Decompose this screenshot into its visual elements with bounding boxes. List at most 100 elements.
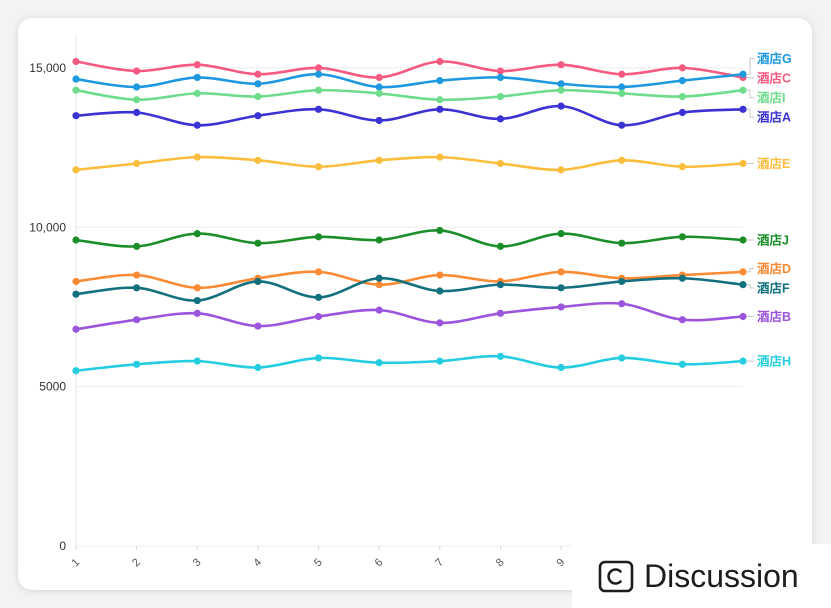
hotel-f-point[interactable] — [193, 296, 201, 305]
hotel-f-point[interactable] — [557, 284, 565, 292]
hotel-a-point[interactable] — [72, 112, 80, 120]
hotel-a-point[interactable] — [193, 121, 201, 129]
hotel-g-point[interactable] — [375, 83, 383, 91]
hotel-b-point[interactable] — [314, 312, 323, 321]
hotel-a-point[interactable] — [496, 115, 505, 123]
hotel-j-point[interactable] — [133, 242, 141, 250]
hotel-j-point[interactable] — [254, 239, 262, 247]
hotel-j-point[interactable] — [72, 236, 80, 244]
hotel-h-point[interactable] — [193, 357, 201, 365]
hotel-g-point[interactable] — [254, 80, 262, 88]
hotel-e-point[interactable] — [133, 159, 141, 168]
hotel-j-point[interactable] — [678, 233, 686, 241]
hotel-g-point[interactable] — [557, 80, 565, 88]
hotel-b-point[interactable] — [133, 316, 141, 324]
hotel-e-point[interactable] — [739, 159, 747, 168]
hotel-j-point[interactable] — [375, 236, 383, 244]
hotel-c-point[interactable] — [557, 61, 565, 69]
hotel-e-point[interactable] — [618, 156, 626, 164]
hotel-h-point[interactable] — [314, 354, 323, 362]
hotel-e-point[interactable] — [375, 156, 383, 164]
hotel-d-point[interactable] — [72, 277, 80, 286]
hotel-c-point[interactable] — [193, 61, 201, 69]
hotel-a-point[interactable] — [133, 108, 141, 117]
hotel-b-point[interactable] — [496, 309, 505, 317]
hotel-f-point[interactable] — [133, 284, 141, 292]
hotel-g-point[interactable] — [618, 83, 626, 91]
hotel-d-point[interactable] — [739, 268, 747, 276]
hotel-g-point[interactable] — [193, 73, 201, 82]
hotel-i-point[interactable] — [193, 89, 201, 97]
hotel-f-point[interactable] — [72, 290, 80, 298]
hotel-i-point[interactable] — [557, 86, 565, 94]
hotel-a-point[interactable] — [375, 116, 383, 125]
hotel-e-point[interactable] — [314, 163, 323, 171]
hotel-f-point[interactable] — [436, 287, 444, 295]
hotel-j-point[interactable] — [436, 226, 444, 235]
hotel-g-point[interactable] — [436, 77, 444, 85]
hotel-j-point[interactable] — [739, 236, 747, 244]
hotel-b-point[interactable] — [618, 300, 626, 308]
hotel-c-point[interactable] — [618, 70, 626, 78]
hotel-g-point[interactable] — [133, 83, 141, 91]
hotel-b-point[interactable] — [678, 316, 686, 324]
hotel-i-point[interactable] — [314, 86, 323, 94]
hotel-i-point[interactable] — [133, 96, 141, 104]
hotel-d-point[interactable] — [436, 271, 444, 279]
hotel-e-point[interactable] — [678, 163, 686, 171]
hotel-i-point[interactable] — [678, 92, 686, 101]
hotel-a-point[interactable] — [678, 108, 686, 117]
hotel-b-point[interactable] — [193, 309, 201, 317]
hotel-d-point[interactable] — [133, 271, 141, 279]
hotel-d-point[interactable] — [314, 268, 323, 276]
hotel-e-point[interactable] — [557, 166, 565, 174]
hotel-h-point[interactable] — [436, 357, 444, 365]
hotel-c-point[interactable] — [496, 67, 505, 75]
hotel-c-point[interactable] — [375, 73, 383, 82]
hotel-e-point[interactable] — [193, 153, 201, 161]
hotel-i-point[interactable] — [739, 86, 747, 94]
hotel-e-point[interactable] — [254, 156, 262, 164]
hotel-e-point[interactable] — [436, 153, 444, 161]
hotel-b-point[interactable] — [254, 322, 262, 330]
hotel-h-point[interactable] — [678, 360, 686, 368]
hotel-a-point[interactable] — [436, 105, 444, 113]
hotel-g-point[interactable] — [739, 70, 747, 78]
hotel-f-point[interactable] — [314, 293, 323, 301]
hotel-j-point[interactable] — [496, 242, 505, 250]
hotel-c-point[interactable] — [314, 64, 323, 72]
hotel-a-point[interactable] — [557, 102, 565, 110]
hotel-h-point[interactable] — [557, 363, 565, 372]
hotel-d-point[interactable] — [557, 268, 565, 276]
discussion-badge[interactable]: Discussion — [572, 544, 831, 608]
hotel-j-point[interactable] — [193, 230, 201, 238]
hotel-b-point[interactable] — [557, 303, 565, 311]
hotel-g-point[interactable] — [314, 70, 323, 78]
hotel-e-point[interactable] — [496, 159, 505, 168]
hotel-g-point[interactable] — [72, 75, 80, 83]
hotel-b-point[interactable] — [739, 312, 747, 321]
hotel-c-point[interactable] — [133, 67, 141, 75]
hotel-b-point[interactable] — [436, 319, 444, 327]
hotel-f-point[interactable] — [618, 277, 626, 286]
hotel-i-point[interactable] — [375, 89, 383, 97]
hotel-a-point[interactable] — [314, 105, 323, 113]
hotel-f-point[interactable] — [254, 277, 262, 286]
hotel-b-point[interactable] — [375, 306, 383, 314]
hotel-c-point[interactable] — [678, 64, 686, 72]
hotel-f-point[interactable] — [496, 281, 505, 289]
hotel-c-point[interactable] — [436, 57, 444, 66]
hotel-c-point[interactable] — [72, 57, 80, 66]
hotel-h-point[interactable] — [496, 352, 505, 360]
hotel-j-point[interactable] — [618, 239, 626, 247]
hotel-h-point[interactable] — [618, 354, 626, 362]
hotel-a-point[interactable] — [254, 112, 262, 120]
hotel-i-point[interactable] — [254, 92, 262, 101]
hotel-i-point[interactable] — [618, 89, 626, 97]
hotel-a-point[interactable] — [739, 105, 747, 113]
hotel-c-point[interactable] — [254, 70, 262, 78]
hotel-h-point[interactable] — [133, 360, 141, 368]
hotel-i-point[interactable] — [496, 92, 505, 101]
hotel-g-point[interactable] — [496, 73, 505, 82]
hotel-b-point[interactable] — [72, 325, 80, 333]
